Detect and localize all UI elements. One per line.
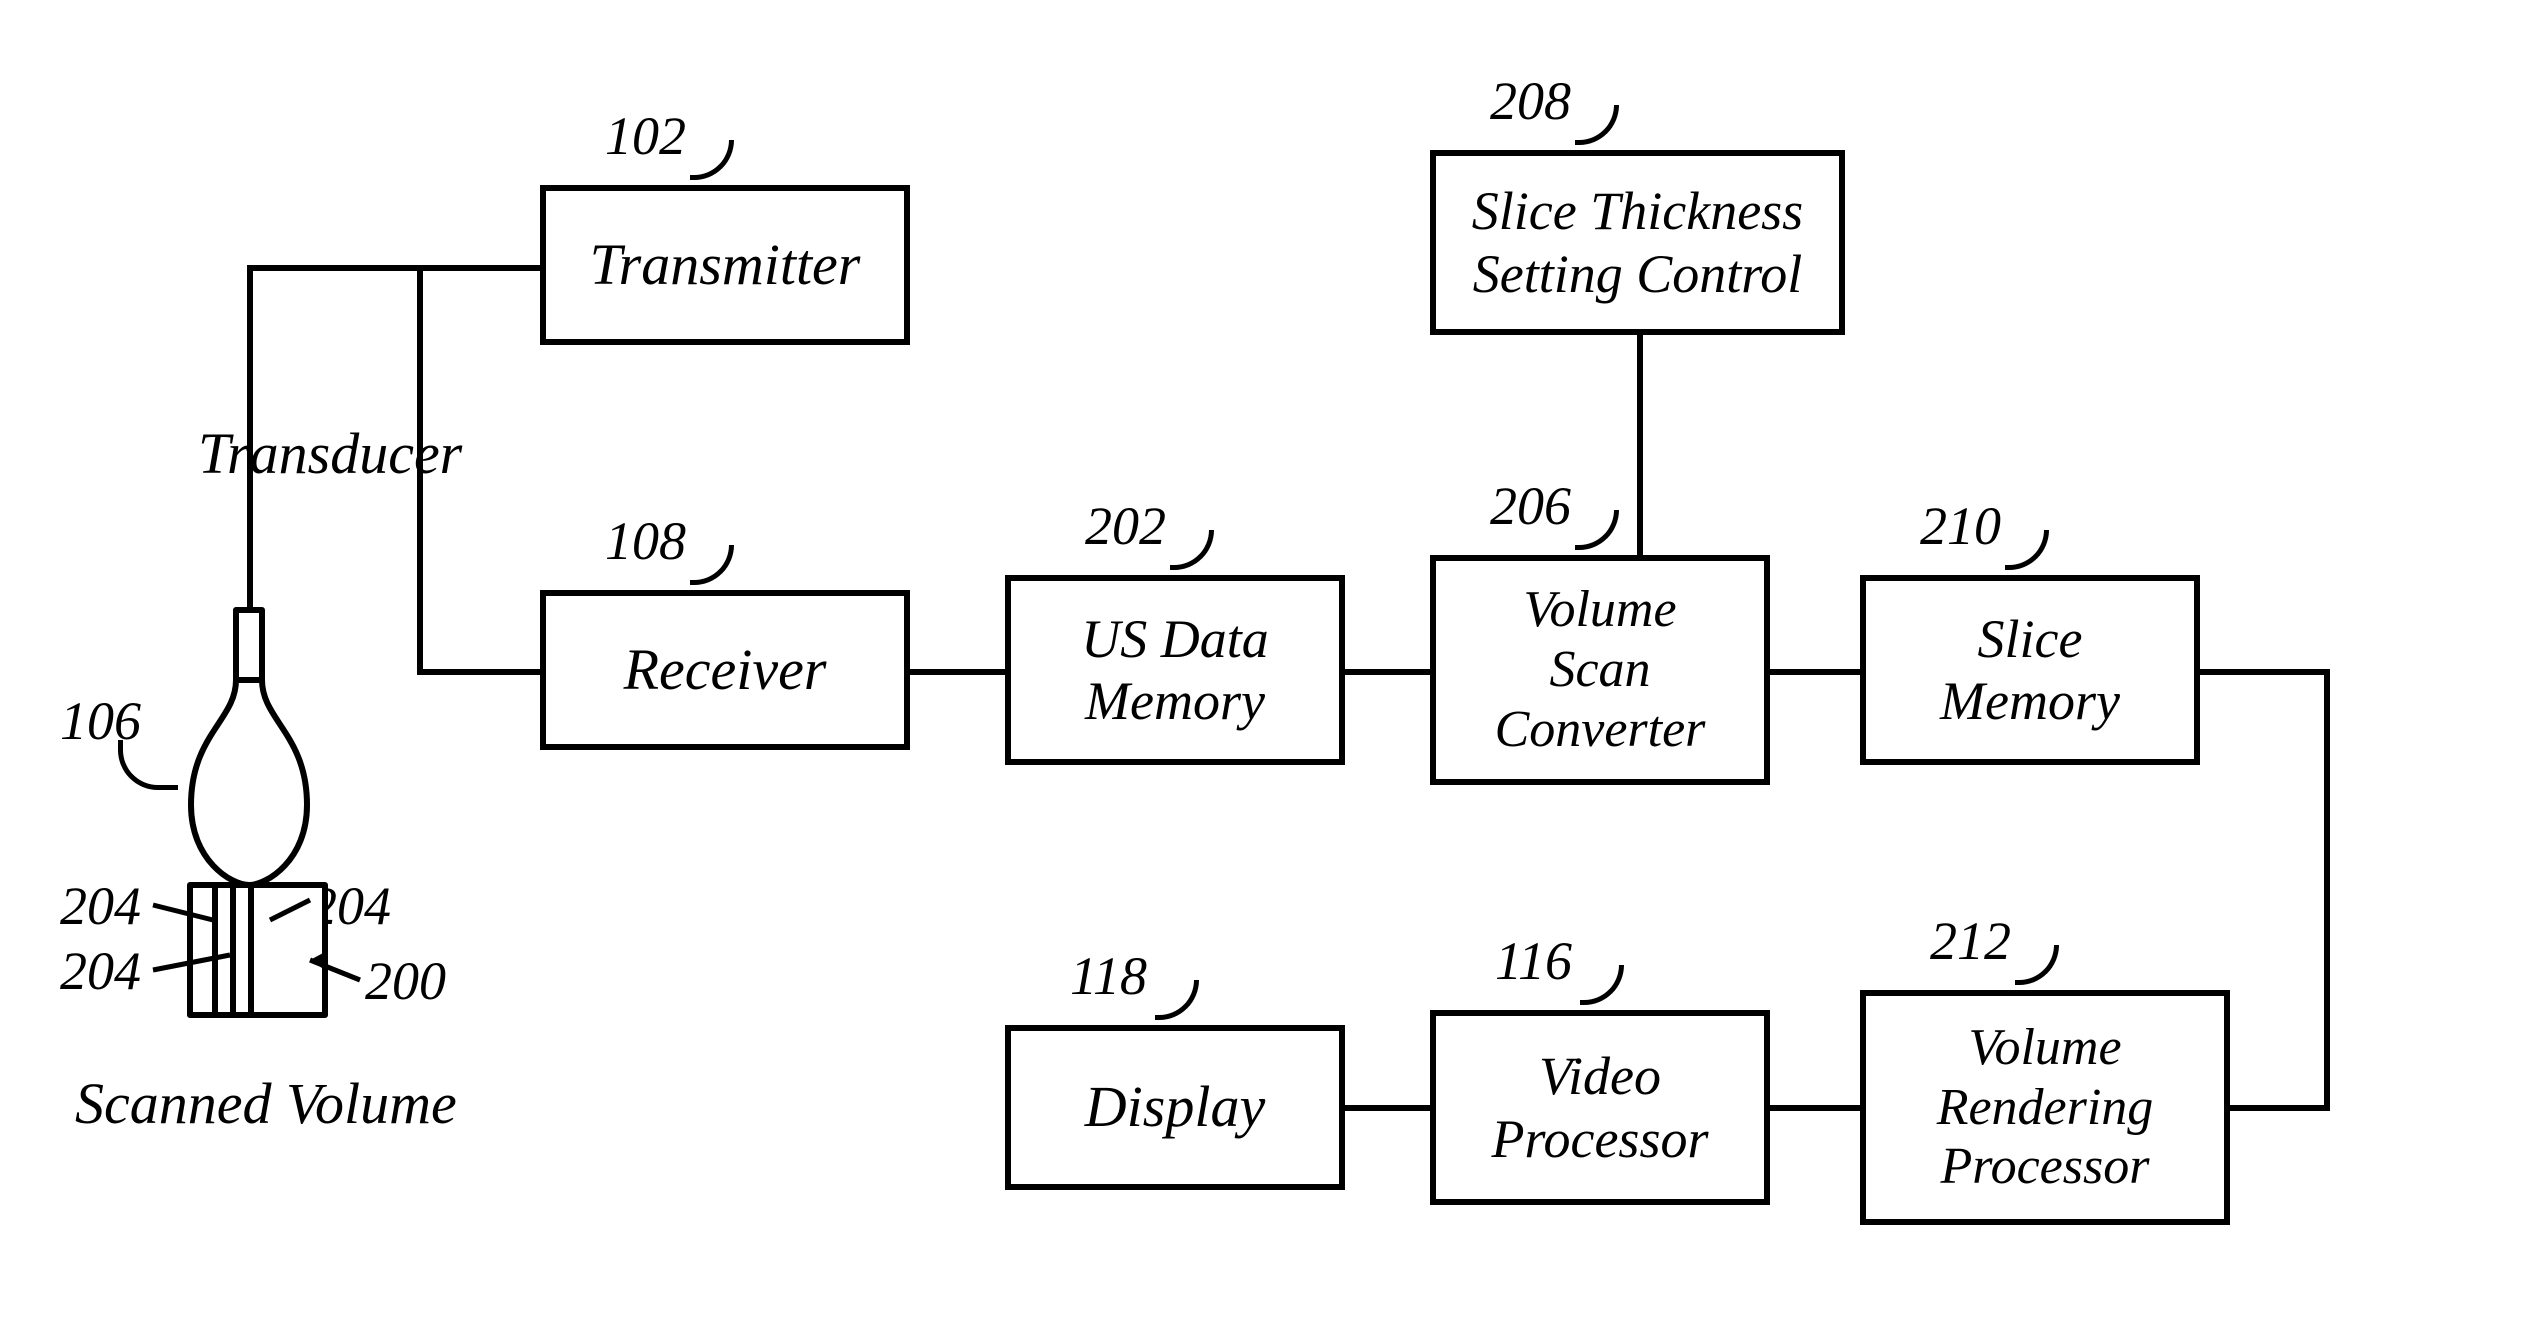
- box-transmitter-label: Transmitter: [590, 232, 861, 299]
- box-volrender: Volume Rendering Processor: [1860, 990, 2230, 1225]
- edge-videoproc-display: [1345, 1105, 1430, 1111]
- edge-volrender-videoproc: [1770, 1105, 1860, 1111]
- ref-102: 102: [605, 105, 686, 167]
- box-slicemem-label: Slice Memory: [1940, 608, 2120, 732]
- box-receiver-label: Receiver: [624, 637, 827, 704]
- box-transmitter: Transmitter: [540, 185, 910, 345]
- edge-slicemem-right: [2200, 669, 2330, 675]
- edge-right-down: [2324, 669, 2330, 1111]
- box-videoproc: Video Processor: [1430, 1010, 1770, 1205]
- ref-118-hook: [1155, 980, 1199, 1020]
- edge-thickness-scanconv: [1637, 335, 1643, 555]
- ref-210-hook: [2005, 530, 2049, 570]
- box-slicemem: Slice Memory: [1860, 575, 2200, 765]
- box-usdata: US Data Memory: [1005, 575, 1345, 765]
- edge-bus-top-h: [247, 265, 417, 271]
- ref-102-hook: [690, 140, 734, 180]
- edge-to-transmitter: [417, 265, 540, 271]
- ref-108: 108: [605, 510, 686, 572]
- box-volrender-label: Volume Rendering Processor: [1937, 1018, 2154, 1197]
- edge-usdata-scanconv: [1345, 669, 1430, 675]
- transducer-probe-icon: [135, 600, 485, 1070]
- edge-scanconv-slicemem: [1770, 669, 1860, 675]
- box-scanconv: Volume Scan Converter: [1430, 555, 1770, 785]
- ref-212-hook: [2015, 945, 2059, 985]
- ref-212: 212: [1930, 910, 2011, 972]
- edge-transducer-vert: [247, 265, 253, 610]
- ref-206-hook: [1575, 510, 1619, 550]
- ref-204b: 204: [60, 940, 141, 1002]
- edge-into-volrender: [2230, 1105, 2330, 1111]
- ref-208-hook: [1575, 105, 1619, 145]
- ref-202: 202: [1085, 495, 1166, 557]
- box-display: Display: [1005, 1025, 1345, 1190]
- ref-208: 208: [1490, 70, 1571, 132]
- ref-206: 206: [1490, 475, 1571, 537]
- box-thickness: Slice Thickness Setting Control: [1430, 150, 1845, 335]
- edge-receiver-usdata: [910, 669, 1005, 675]
- ref-210: 210: [1920, 495, 2001, 557]
- box-thickness-label: Slice Thickness Setting Control: [1472, 180, 1803, 304]
- diagram-canvas: Transmitter Receiver US Data Memory Volu…: [0, 0, 2548, 1317]
- ref-116: 116: [1495, 930, 1572, 992]
- ref-116-hook: [1580, 965, 1624, 1005]
- box-receiver: Receiver: [540, 590, 910, 750]
- ref-202-hook: [1170, 530, 1214, 570]
- ref-118: 118: [1070, 945, 1147, 1007]
- ref-108-hook: [690, 545, 734, 585]
- box-scanconv-label: Volume Scan Converter: [1495, 580, 1706, 759]
- box-usdata-label: US Data Memory: [1081, 608, 1269, 732]
- label-scanned-volume: Scanned Volume: [75, 1070, 457, 1137]
- box-videoproc-label: Video Processor: [1492, 1045, 1709, 1169]
- box-display-label: Display: [1085, 1074, 1265, 1141]
- ref-204a: 204: [60, 875, 141, 937]
